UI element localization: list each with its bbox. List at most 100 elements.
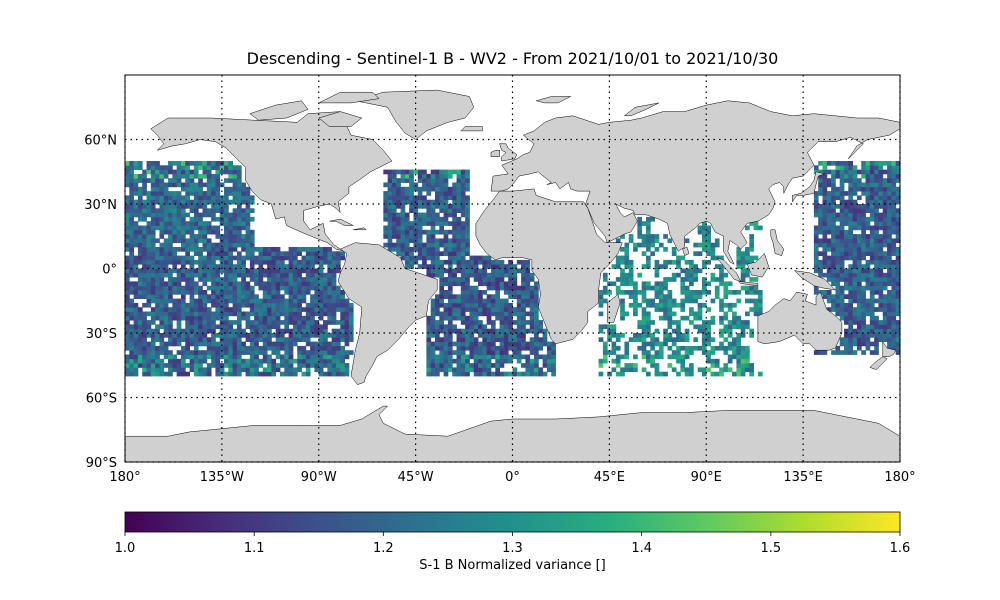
data-cell [430,225,436,231]
data-cell [224,268,229,274]
data-cell [469,255,475,261]
data-cell [288,367,294,373]
data-cell [228,212,234,218]
data-cell [835,225,841,231]
data-cell [443,307,449,312]
data-cell [478,268,483,274]
data-cell [271,251,277,256]
data-cell [228,259,234,265]
data-cell [159,251,165,256]
data-cell [887,259,892,265]
data-cell [676,259,681,265]
data-cell [185,242,190,248]
data-cell [637,290,643,295]
data-cell [525,354,531,360]
data-cell [602,277,608,282]
data-cell [193,315,199,321]
data-cell [740,255,746,261]
data-cell [452,307,457,312]
data-cell [396,221,401,226]
data-cell [512,354,518,360]
data-cell [865,281,871,287]
data-cell [852,333,858,338]
data-cell [469,354,475,360]
data-cell [211,333,216,338]
data-cell [314,354,320,360]
data-cell [400,229,406,235]
data-cell [822,264,828,269]
data-cell [874,281,879,287]
data-cell [202,225,208,231]
data-cell [641,315,647,321]
data-cell [822,350,828,355]
data-cell [701,281,707,287]
data-cell [202,182,208,188]
data-cell [611,333,617,338]
data-cell [163,294,169,299]
data-cell [280,363,285,368]
data-cell [499,298,505,304]
data-cell [327,341,333,347]
data-cell [215,178,221,183]
data-cell [232,281,238,287]
data-cell [839,221,845,226]
data-cell [874,182,879,188]
data-cell [689,294,694,299]
data-cell [706,320,711,325]
data-cell [189,350,195,355]
data-cell [125,178,130,183]
data-cell [813,238,819,244]
data-cell [180,345,186,351]
data-cell [508,259,513,265]
data-cell [508,302,513,308]
data-cell [460,186,466,192]
data-cell [684,277,690,282]
data-cell [856,212,862,218]
data-cell [667,294,673,299]
data-cell [168,259,173,265]
data-cell [865,165,871,170]
data-cell [878,216,884,222]
data-cell [856,298,862,304]
land-masses [124,89,901,463]
data-cell [142,186,147,192]
data-cell [852,341,858,347]
data-cell [150,255,156,261]
data-cell [189,315,195,321]
data-cell [430,242,436,248]
data-cell [236,195,242,201]
data-cell [288,333,294,338]
data-cell [839,277,845,282]
data-cell [435,238,440,244]
data-cell [848,204,854,209]
data-cell [874,247,879,252]
data-cell [624,354,630,360]
data-cell [271,320,277,325]
data-cell [878,277,884,282]
data-cell [125,302,130,308]
data-cell [168,311,173,317]
data-cell [129,290,135,295]
data-cell [874,320,879,325]
data-cell [137,324,143,330]
data-cell [525,345,531,351]
data-cell [891,195,897,201]
data-cell [137,294,143,299]
data-cell [512,320,518,325]
data-cell [452,358,457,364]
data-cell [417,212,423,218]
data-cell [241,216,246,222]
data-cell [439,186,445,192]
data-cell [895,333,901,338]
data-cell [654,247,660,252]
data-cell [645,371,651,377]
data-cell [650,251,655,256]
data-cell [887,281,892,287]
land-polygon [318,111,363,127]
data-cell [869,234,875,239]
data-cell [521,320,526,325]
data-cell [168,350,173,355]
data-cell [865,324,871,330]
data-cell [409,204,414,209]
data-cell [469,315,475,321]
